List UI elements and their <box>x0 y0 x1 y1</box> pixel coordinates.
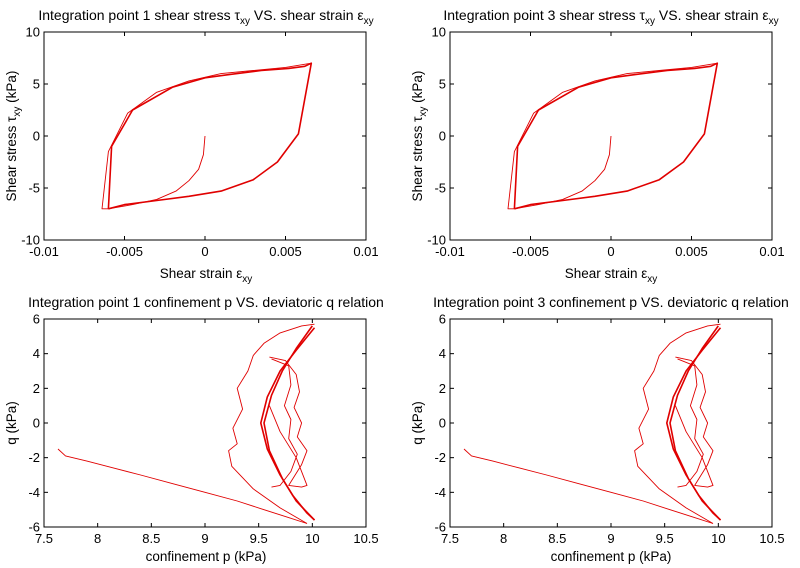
y-tick-label: -5 <box>434 181 446 196</box>
x-tick-label: 10 <box>305 531 319 546</box>
chart-title: Integration point 3 shear stress τxy VS.… <box>443 7 778 27</box>
series-line-3 <box>101 62 312 210</box>
x-tick-label: -0.01 <box>29 244 59 259</box>
series-line-2 <box>634 323 721 524</box>
x-tick-label: 8 <box>500 531 507 546</box>
series-line-5 <box>268 356 308 488</box>
y-tick-label: -2 <box>28 450 40 465</box>
series-line-2 <box>513 62 719 210</box>
x-tick-label: 9.5 <box>250 531 268 546</box>
y-tick-label: 6 <box>439 312 446 327</box>
series-line-1 <box>57 448 308 524</box>
y-ticks: 10 5 0 -5 -10 <box>427 25 772 248</box>
x-tick-label: 0.01 <box>353 244 378 259</box>
x-ticks: -0.01 -0.005 0 0.005 0.01 <box>29 32 379 259</box>
x-tick-label: -0.005 <box>512 244 549 259</box>
y-ticks: 6 4 2 0 -2 -4 -6 <box>434 312 772 535</box>
x-axis-label: Shear strain εxy <box>565 266 658 285</box>
y-tick-label: 0 <box>33 416 40 431</box>
plot-area <box>449 318 773 528</box>
chart-title: Integration point 3 confinement p VS. de… <box>433 294 789 310</box>
y-tick-label: 10 <box>432 25 446 40</box>
y-tick-label: -6 <box>434 520 446 535</box>
plot-area <box>43 318 367 528</box>
chart-panel-1: Integration point 1 shear stress τxy VS.… <box>4 7 379 285</box>
x-tick-label: 7.5 <box>441 531 459 546</box>
y-tick-label: 0 <box>439 129 446 144</box>
series-line-2 <box>228 323 315 524</box>
x-tick-label: 10.5 <box>353 531 378 546</box>
chart-panel-4: Integration point 3 confinement p VS. de… <box>410 294 789 564</box>
y-tick-label: 2 <box>33 381 40 396</box>
x-ticks: 7.5 8 8.5 9 9.5 10 10.5 <box>441 319 785 546</box>
y-axis-label: q (kPa) <box>410 401 425 445</box>
y-axis-label: Shear stress τxy (kPa) <box>4 71 23 202</box>
x-tick-label: 9 <box>607 531 614 546</box>
x-tick-label: -0.01 <box>435 244 465 259</box>
y-tick-label: 4 <box>439 346 446 361</box>
y-tick-label: -6 <box>28 520 40 535</box>
x-ticks: 7.5 8 8.5 9 9.5 10 10.5 <box>35 319 379 546</box>
data-curves <box>463 323 722 524</box>
series-line-6 <box>677 358 704 488</box>
y-tick-label: 4 <box>33 346 40 361</box>
data-curves <box>507 62 719 210</box>
series-line-4 <box>263 325 316 521</box>
x-tick-label: 8 <box>94 531 101 546</box>
y-axis-label: q (kPa) <box>4 401 19 445</box>
y-tick-label: 6 <box>33 312 40 327</box>
series-line-6 <box>271 358 298 488</box>
x-tick-label: 10 <box>711 531 725 546</box>
x-tick-label: 8.5 <box>142 531 160 546</box>
y-ticks: 6 4 2 0 -2 -4 -6 <box>28 312 366 535</box>
y-tick-label: -10 <box>427 233 446 248</box>
data-curves <box>101 62 313 210</box>
y-tick-label: 5 <box>439 77 446 92</box>
y-ticks: 10 5 0 -5 -10 <box>21 25 366 248</box>
y-tick-label: 2 <box>439 381 446 396</box>
x-axis-label: confinement p (kPa) <box>551 549 672 564</box>
x-axis-label: Shear strain εxy <box>160 266 253 285</box>
x-tick-label: 0.005 <box>675 244 708 259</box>
x-tick-label: 9 <box>201 531 208 546</box>
series-line-4 <box>669 325 722 521</box>
x-ticks: -0.01 -0.005 0 0.005 0.01 <box>435 32 785 259</box>
y-tick-label: -10 <box>21 233 40 248</box>
x-tick-label: 9.5 <box>656 531 674 546</box>
y-tick-label: -4 <box>28 485 40 500</box>
chart-title: Integration point 1 confinement p VS. de… <box>28 294 384 310</box>
x-tick-label: 0.005 <box>269 244 302 259</box>
y-axis-label: Shear stress τxy (kPa) <box>410 71 429 202</box>
y-tick-label: -5 <box>28 181 40 196</box>
x-tick-label: 8.5 <box>548 531 566 546</box>
series-line-3 <box>507 62 718 210</box>
chart-panel-3: Integration point 1 confinement p VS. de… <box>4 294 384 564</box>
series-line-2 <box>107 62 313 210</box>
data-curves <box>57 323 316 524</box>
x-tick-label: -0.005 <box>106 244 143 259</box>
y-tick-label: 5 <box>33 77 40 92</box>
x-axis-label: confinement p (kPa) <box>146 549 267 564</box>
x-tick-label: 0 <box>201 244 208 259</box>
series-line-1 <box>463 448 714 524</box>
y-tick-label: 0 <box>33 129 40 144</box>
x-tick-label: 7.5 <box>35 531 53 546</box>
y-tick-label: -4 <box>434 485 446 500</box>
x-tick-label: 10.5 <box>759 531 784 546</box>
series-line-5 <box>674 356 714 488</box>
x-tick-label: 0 <box>607 244 614 259</box>
chart-panel-2: Integration point 3 shear stress τxy VS.… <box>410 7 785 285</box>
y-tick-label: 10 <box>26 25 40 40</box>
chart-title: Integration point 1 shear stress τxy VS.… <box>38 7 373 27</box>
y-tick-label: -2 <box>434 450 446 465</box>
y-tick-label: 0 <box>439 416 446 431</box>
x-tick-label: 0.01 <box>759 244 784 259</box>
